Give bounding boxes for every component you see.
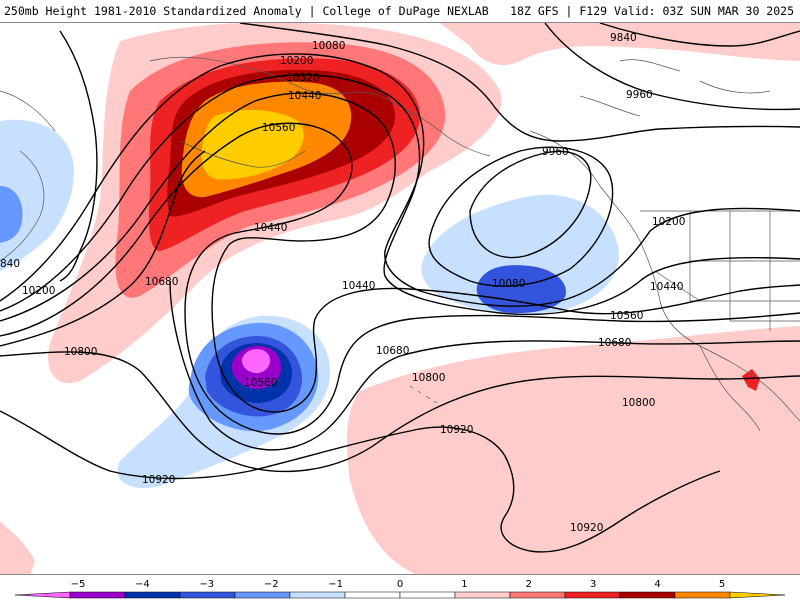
map-canvas: 10080 10200 10320 10440 10560 10440 1068… bbox=[0, 23, 800, 574]
legend-tick-label: −4 bbox=[135, 579, 150, 590]
legend-tick-label: −3 bbox=[199, 579, 214, 590]
contour-label: 10560 bbox=[244, 377, 277, 389]
contour-label: 10440 bbox=[650, 281, 683, 293]
anomaly-light-pink-southwest bbox=[0, 521, 35, 574]
contour-label: 10800 bbox=[412, 372, 445, 384]
contour-label: 10200 bbox=[22, 285, 55, 297]
geography-outlines bbox=[0, 56, 800, 432]
positive-anomaly-shading bbox=[0, 23, 800, 574]
alaska-coastline bbox=[149, 56, 491, 157]
contour-label: 10920 bbox=[440, 424, 473, 436]
contour-9840 bbox=[599, 23, 800, 47]
contour-10560 bbox=[0, 122, 800, 435]
contour-label: 10920 bbox=[570, 522, 603, 534]
legend-color-swatch bbox=[14, 591, 71, 599]
contour-10080-closed bbox=[428, 146, 614, 287]
color-scale-legend: −5 −4 −3 −2 −1 0 1 2 3 4 5 bbox=[0, 575, 800, 600]
contour-label: 9840 bbox=[610, 32, 637, 44]
contour-label: 840 bbox=[0, 258, 20, 270]
anomaly-medblue-west bbox=[0, 186, 23, 243]
anomaly-pink-core-south bbox=[241, 349, 271, 374]
anomaly-light-pink-south bbox=[347, 326, 800, 574]
contour-10680 bbox=[0, 150, 800, 451]
canada-pacific-coast bbox=[529, 130, 800, 422]
contour-label: 10440 bbox=[254, 222, 287, 234]
contour-label: 10800 bbox=[64, 346, 97, 358]
contour-label: 10560 bbox=[610, 310, 643, 322]
contour-10320 bbox=[0, 74, 800, 316]
contour-10800 bbox=[0, 351, 800, 473]
alaska-southcoast bbox=[179, 140, 306, 168]
contour-label: 9960 bbox=[542, 146, 569, 158]
contour-10440-north bbox=[0, 92, 800, 413]
hawaii-islands bbox=[409, 385, 438, 404]
legend-color-swatch bbox=[69, 591, 126, 599]
legend-tick-label: −2 bbox=[264, 579, 279, 590]
asia-coast-west bbox=[0, 90, 56, 262]
contour-label: 10440 bbox=[288, 90, 321, 102]
contour-label: 10800 bbox=[622, 397, 655, 409]
legend-color-swatch bbox=[179, 591, 236, 599]
contour-9960-upper bbox=[544, 23, 800, 111]
contour-label: 10080 bbox=[312, 40, 345, 52]
legend-color-swatch bbox=[564, 591, 621, 599]
legend-color-swatch bbox=[619, 591, 676, 599]
legend-color-swatch bbox=[289, 591, 346, 599]
legend-tick-label: 5 bbox=[719, 579, 725, 590]
contour-label: 10200 bbox=[280, 55, 313, 67]
legend-tick-label: 1 bbox=[461, 579, 467, 590]
contour-label: 10680 bbox=[598, 337, 631, 349]
legend-tick-label: −5 bbox=[71, 579, 86, 590]
legend-color-swatch bbox=[509, 591, 566, 599]
legend-color-swatch bbox=[399, 591, 456, 599]
legend-color-swatch bbox=[124, 591, 181, 599]
header-bar: 250mb Height 1981-2010 Standardized Anom… bbox=[0, 0, 800, 22]
contour-label: 9960 bbox=[626, 89, 653, 101]
anomaly-yellow-north bbox=[201, 109, 304, 180]
legend-tick-label: 2 bbox=[526, 579, 532, 590]
map-title: 250mb Height 1981-2010 Standardized Anom… bbox=[4, 4, 489, 18]
state-borders-west bbox=[654, 211, 800, 331]
height-contours bbox=[0, 23, 800, 553]
contour-10920 bbox=[0, 410, 721, 553]
contour-label: 10200 bbox=[652, 216, 685, 228]
legend-color-swatch bbox=[674, 591, 731, 599]
legend-tick-label: −1 bbox=[328, 579, 343, 590]
color-scale-bar: −5 −4 −3 −2 −1 0 1 2 3 4 5 bbox=[14, 579, 786, 599]
legend-color-swatch bbox=[344, 591, 401, 599]
map-panel: 10080 10200 10320 10440 10560 10440 1068… bbox=[0, 22, 800, 575]
anomaly-medblue-east bbox=[476, 265, 566, 314]
legend-color-swatch bbox=[234, 591, 291, 599]
baja-peninsula bbox=[699, 345, 761, 432]
contour-label: 10680 bbox=[145, 276, 178, 288]
legend-tick-label: 4 bbox=[654, 579, 660, 590]
contour-label: 10680 bbox=[376, 345, 409, 357]
contour-9960-closed bbox=[469, 150, 592, 259]
legend-tick-label: 0 bbox=[397, 579, 403, 590]
contour-label: 10080 bbox=[492, 278, 525, 290]
contour-label: 10920 bbox=[142, 474, 175, 486]
contour-10080-upper bbox=[59, 23, 800, 282]
arctic-islands bbox=[579, 59, 771, 117]
contour-labels: 10080 10200 10320 10440 10560 10440 1068… bbox=[0, 32, 685, 534]
anomaly-light-pink-northeast bbox=[440, 23, 800, 66]
contour-label: 10320 bbox=[286, 72, 319, 84]
contour-label: 10560 bbox=[262, 122, 295, 134]
legend-tick-label: 3 bbox=[590, 579, 596, 590]
anomaly-lightblue-west bbox=[0, 119, 74, 271]
legend-color-swatch bbox=[454, 591, 511, 599]
contour-label: 10440 bbox=[342, 280, 375, 292]
anomaly-red-baja bbox=[742, 369, 760, 391]
model-run-info: 18Z GFS | F129 Valid: 03Z SUN MAR 30 202… bbox=[510, 4, 794, 18]
legend-color-swatch bbox=[729, 591, 786, 599]
